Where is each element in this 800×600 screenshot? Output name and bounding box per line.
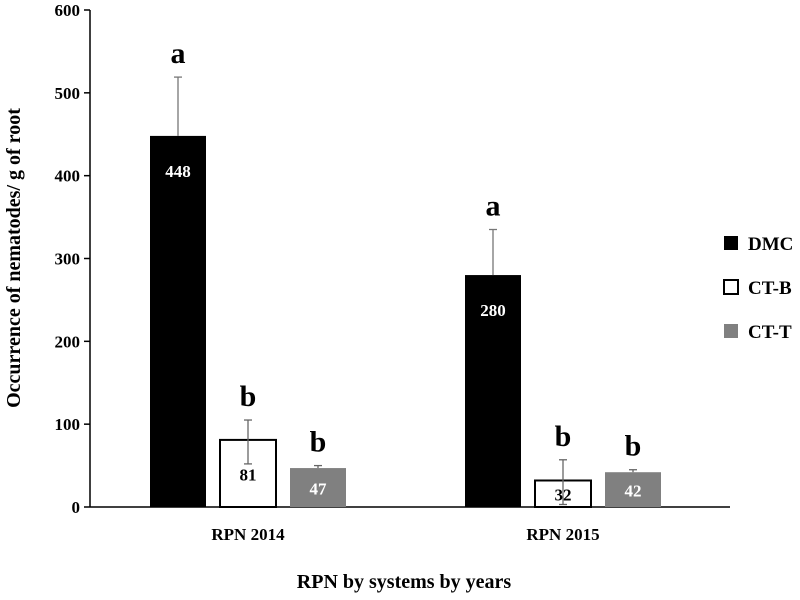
legend: DMC CT-B CT-T [723,234,793,343]
x-axis-title: RPN by systems by years [297,571,512,593]
bar-value-label: 81 [240,465,257,484]
y-tick-label: 200 [55,332,81,351]
bars [150,135,661,509]
bar-ct-t [290,468,346,507]
x-category-label: RPN 2014 [211,525,285,544]
legend-label-ct-t: CT-T [748,322,792,343]
legend-swatch-ct-b [723,279,739,295]
x-axis: RPN 2014 RPN 2015 [90,506,730,544]
y-tick-label: 500 [55,84,81,103]
x-category-label: RPN 2015 [526,525,599,544]
legend-label-ct-b: CT-B [748,278,792,299]
y-tick-label: 600 [55,1,81,20]
y-tick-label: 100 [55,415,81,434]
significance-letter: b [625,430,642,463]
significance-letter: b [240,380,257,413]
y-axis: 0 100 200 300 400 500 600 [55,1,91,517]
bar-dmc [465,275,521,507]
bar-labels: 448 a 280 a 81 b 32 b 47 b 42 b [165,37,641,505]
significance-letter: a [171,37,186,70]
y-tick-label: 400 [55,167,81,186]
bar-value-label: 448 [165,162,191,181]
bar-dmc [150,135,206,507]
bar-value-label: 280 [480,301,506,320]
bar-ct-t [605,472,661,507]
bar-value-label: 32 [555,486,572,505]
y-tick-label: 0 [72,498,81,517]
legend-label-dmc: DMC [748,234,793,255]
y-axis-title: Occurrence of nematodes/ g of root [3,108,25,408]
legend-swatch-ct-t [724,324,738,338]
significance-letter: a [486,190,501,223]
significance-letter: b [555,420,572,453]
error-bars [174,76,637,506]
y-tick-label: 300 [55,250,81,269]
bar-value-label: 42 [625,482,642,501]
significance-letter: b [310,426,327,459]
legend-swatch-dmc [724,236,738,250]
bar-value-label: 47 [310,480,328,499]
